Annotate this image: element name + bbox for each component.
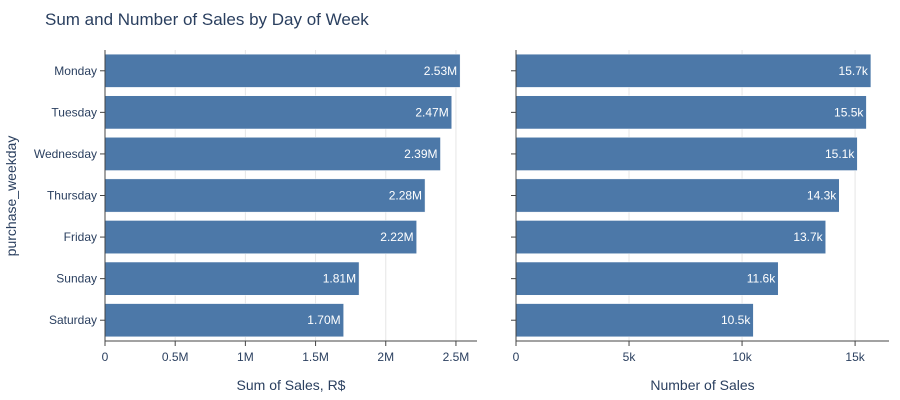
bar-sum-of-sales-saturday <box>104 303 344 338</box>
y-tick-label-sunday: Sunday <box>56 272 97 286</box>
bar-sum-of-sales-wednesday <box>104 137 441 171</box>
y-tick-label-wednesday: Wednesday <box>34 147 97 161</box>
bar-number-of-sales-tuesday <box>515 95 867 130</box>
y-tick-label-saturday: Saturday <box>49 313 97 327</box>
bar-label-number-of-sales-saturday: 10.5k <box>721 313 751 327</box>
bar-label-sum-of-sales-sunday: 1.81M <box>323 272 356 286</box>
bar-label-sum-of-sales-thursday: 2.28M <box>389 189 422 203</box>
bar-label-number-of-sales-monday: 15.7k <box>839 64 869 78</box>
bar-number-of-sales-saturday <box>515 303 754 338</box>
y-tick-label-friday: Friday <box>64 230 97 244</box>
bar-number-of-sales-friday <box>515 220 826 254</box>
bar-label-sum-of-sales-monday: 2.53M <box>424 64 457 78</box>
bar-number-of-sales-monday <box>515 53 872 88</box>
panel-number-of-sales: 15.7k 15.5k 15.1k 14.3k 13.7k 11.6k 10.5k 0 5k 10… <box>511 50 889 393</box>
x-tick-label-sum-of-sales-4: 2M <box>377 350 394 364</box>
y-tick-label-thursday: Thursday <box>47 189 97 203</box>
bar-sum-of-sales-thursday <box>104 178 426 213</box>
x-tick-label-sum-of-sales-2: 1M <box>237 350 254 364</box>
x-tick-label-sum-of-sales-1: 0.5M <box>162 350 189 364</box>
bar-label-sum-of-sales-friday: 2.22M <box>380 230 413 244</box>
x-tick-label-number-of-sales-1: 5k <box>623 350 637 364</box>
x-axis-title-sum-of-sales: Sum of Sales, R$ <box>237 377 346 393</box>
bar-number-of-sales-wednesday <box>515 137 858 171</box>
y-tick-label-monday: Monday <box>54 64 97 78</box>
y-axis-title: purchase_weekday <box>3 136 19 257</box>
bar-label-sum-of-sales-saturday: 1.70M <box>307 313 340 327</box>
bar-label-number-of-sales-friday: 13.7k <box>793 230 823 244</box>
bar-sum-of-sales-monday <box>104 53 461 88</box>
x-tick-label-sum-of-sales-0: 0 <box>102 350 109 364</box>
x-tick-label-number-of-sales-0: 0 <box>513 350 520 364</box>
x-tick-label-sum-of-sales-5: 2.5M <box>443 350 470 364</box>
bar-label-number-of-sales-thursday: 14.3k <box>807 189 837 203</box>
bar-label-number-of-sales-tuesday: 15.5k <box>834 105 864 119</box>
bar-label-number-of-sales-wednesday: 15.1k <box>825 147 855 161</box>
chart-title: Sum and Number of Sales by Day of Week <box>45 10 369 29</box>
x-tick-label-number-of-sales-2: 10k <box>732 350 752 364</box>
bar-sum-of-sales-tuesday <box>104 95 452 130</box>
y-tick-label-tuesday: Tuesday <box>51 105 97 119</box>
bar-label-sum-of-sales-wednesday: 2.39M <box>404 147 437 161</box>
bar-number-of-sales-sunday <box>515 261 779 296</box>
bar-sum-of-sales-friday <box>104 220 417 254</box>
bar-label-number-of-sales-sunday: 11.6k <box>747 272 776 286</box>
bar-label-sum-of-sales-tuesday: 2.47M <box>415 105 448 119</box>
bar-number-of-sales-thursday <box>515 178 840 213</box>
x-tick-label-sum-of-sales-3: 1.5M <box>302 350 329 364</box>
x-tick-label-number-of-sales-3: 15k <box>845 350 865 364</box>
panel-sum-of-sales: 2.53M Monday 2.47M Tuesday 2.39M Wednesday 2.2… <box>34 50 477 393</box>
bar-sum-of-sales-sunday <box>104 261 360 296</box>
x-axis-title-number-of-sales: Number of Sales <box>650 377 754 393</box>
